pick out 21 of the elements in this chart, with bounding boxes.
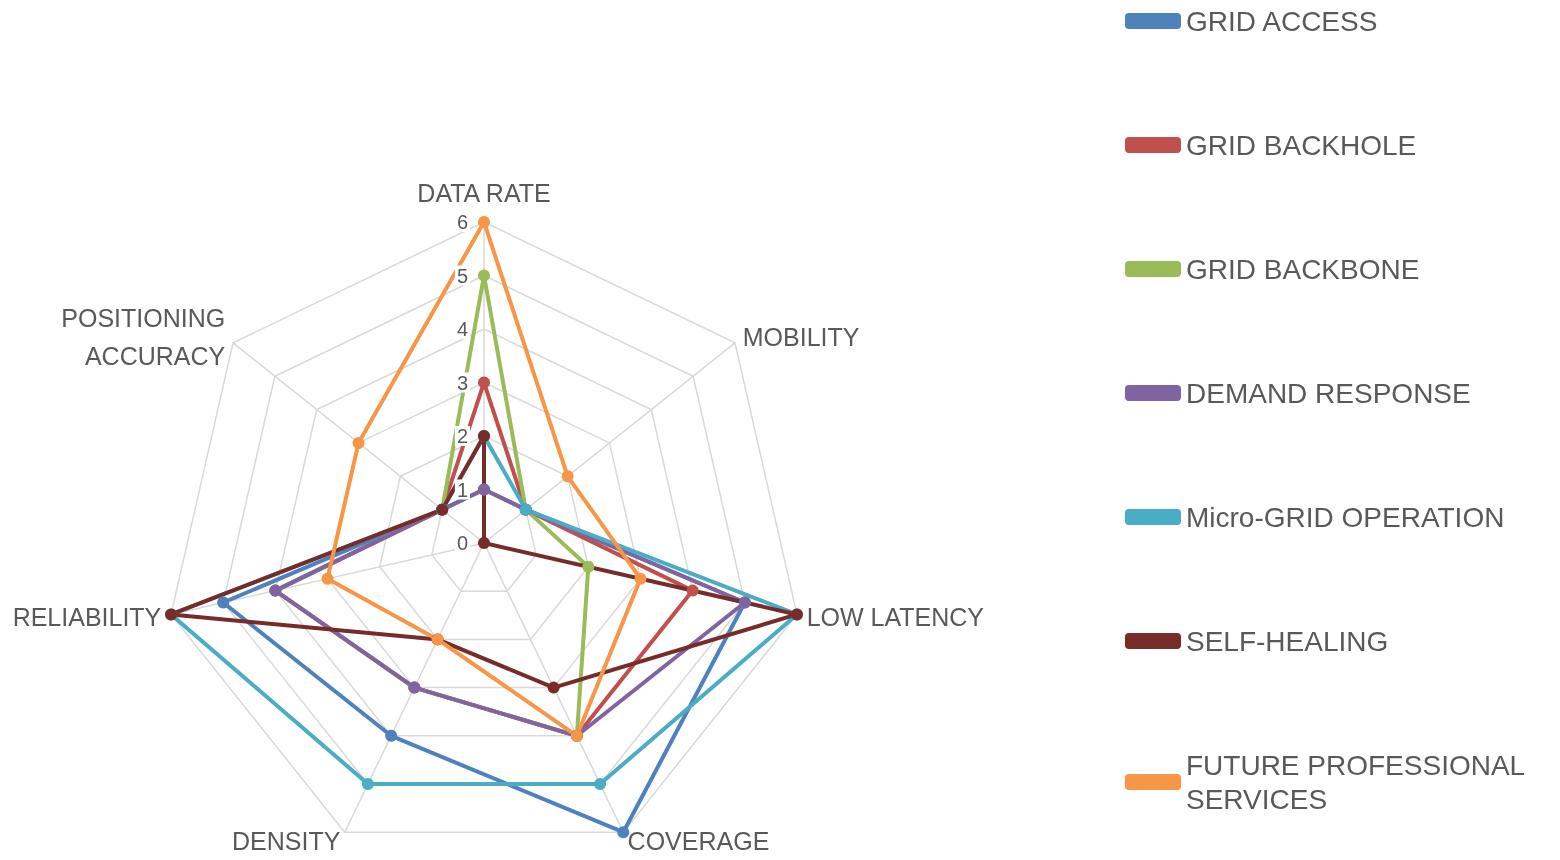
legend-label: Micro-GRID OPERATION xyxy=(1186,501,1505,533)
y-tick-label: 5 xyxy=(456,264,468,287)
spoke-label: LOW LATENCY xyxy=(806,602,985,631)
y-tick-label: 6 xyxy=(456,211,468,233)
legend-label: GRID BACKHOLE xyxy=(1186,129,1417,161)
legend-label: FUTURE PROFESSIONAL SERVICES xyxy=(1186,749,1532,815)
spoke-label: MOBILITY xyxy=(742,322,860,351)
y-tick-label: 4 xyxy=(456,318,468,340)
legend-label: GRID ACCESS xyxy=(1186,5,1378,37)
y-tick-label: 1 xyxy=(456,478,468,501)
y-tick-label: 2 xyxy=(456,425,468,447)
spoke-label: POSITIONING ACCURACY xyxy=(61,303,226,370)
y-tick-label: 3 xyxy=(456,371,468,394)
spoke-label: RELIABILITY xyxy=(12,602,162,631)
legend-label: GRID BACKBONE xyxy=(1186,253,1420,285)
spoke-label: DATA RATE xyxy=(417,179,551,207)
legend-label: DEMAND RESPONSE xyxy=(1186,377,1471,409)
spoke-label: DENSITY xyxy=(232,827,341,856)
spoke-label: COVERAGE xyxy=(627,827,770,856)
y-tick-label: 0 xyxy=(456,532,468,554)
legend-label: SELF-HEALING xyxy=(1186,625,1389,657)
